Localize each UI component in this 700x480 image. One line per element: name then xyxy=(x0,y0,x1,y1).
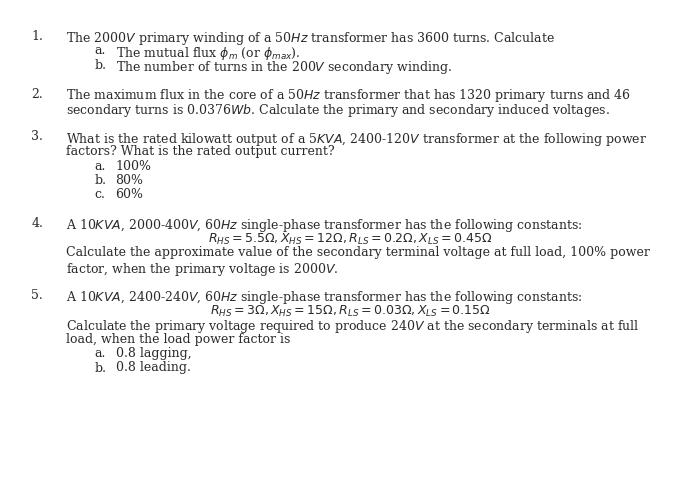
Text: 0.8 lagging,: 0.8 lagging, xyxy=(116,347,191,360)
Text: factor, when the primary voltage is 2000$V$.: factor, when the primary voltage is 2000… xyxy=(66,261,339,277)
Text: 100%: 100% xyxy=(116,159,151,172)
Text: factors? What is the rated output current?: factors? What is the rated output curren… xyxy=(66,145,335,158)
Text: The maximum flux in the core of a 50$Hz$ transformer that has 1320 primary turns: The maximum flux in the core of a 50$Hz$… xyxy=(66,87,631,105)
Text: 0.8 leading.: 0.8 leading. xyxy=(116,361,190,374)
Text: b.: b. xyxy=(94,59,106,72)
Text: Calculate the primary voltage required to produce 240$V$ at the secondary termin: Calculate the primary voltage required t… xyxy=(66,318,640,335)
Text: 3.: 3. xyxy=(32,131,43,144)
Text: 80%: 80% xyxy=(116,174,144,187)
Text: A 10$KVA$, 2400-240$V$, 60$Hz$ single-phase transformer has the following consta: A 10$KVA$, 2400-240$V$, 60$Hz$ single-ph… xyxy=(66,289,583,306)
Text: $R_{HS} = 5.5\Omega, X_{HS} = 12\Omega, R_{LS} = 0.2\Omega, X_{LS} = 0.45\Omega$: $R_{HS} = 5.5\Omega, X_{HS} = 12\Omega, … xyxy=(208,231,492,247)
Text: The number of turns in the 200$V$ secondary winding.: The number of turns in the 200$V$ second… xyxy=(116,59,452,76)
Text: c.: c. xyxy=(94,189,106,202)
Text: b.: b. xyxy=(94,361,106,374)
Text: The mutual flux $\phi_m$ (or $\phi_{max}$).: The mutual flux $\phi_m$ (or $\phi_{max}… xyxy=(116,45,300,61)
Text: a.: a. xyxy=(94,45,106,58)
Text: load, when the load power factor is: load, when the load power factor is xyxy=(66,333,291,346)
Text: a.: a. xyxy=(94,159,106,172)
Text: 60%: 60% xyxy=(116,189,144,202)
Text: 2.: 2. xyxy=(32,87,43,100)
Text: b.: b. xyxy=(94,174,106,187)
Text: 5.: 5. xyxy=(32,289,43,302)
Text: $R_{HS} = 3\Omega, X_{HS} = 15\Omega, R_{LS} = 0.03\Omega, X_{LS} = 0.15\Omega$: $R_{HS} = 3\Omega, X_{HS} = 15\Omega, R_… xyxy=(209,303,491,319)
Text: 4.: 4. xyxy=(32,217,43,230)
Text: What is the rated kilowatt output of a 5$KVA$, 2400-120$V$ transformer at the fo: What is the rated kilowatt output of a 5… xyxy=(66,131,648,147)
Text: A 10$KVA$, 2000-400$V$, 60$Hz$ single-phase transformer has the following consta: A 10$KVA$, 2000-400$V$, 60$Hz$ single-ph… xyxy=(66,217,583,234)
Text: The 2000$V$ primary winding of a 50$Hz$ transformer has 3600 turns. Calculate: The 2000$V$ primary winding of a 50$Hz$ … xyxy=(66,30,556,47)
Text: 1.: 1. xyxy=(32,30,43,43)
Text: secondary turns is 0.0376$Wb$. Calculate the primary and secondary induced volta: secondary turns is 0.0376$Wb$. Calculate… xyxy=(66,102,610,119)
Text: Calculate the approximate value of the secondary terminal voltage at full load, : Calculate the approximate value of the s… xyxy=(66,246,650,259)
Text: a.: a. xyxy=(94,347,106,360)
